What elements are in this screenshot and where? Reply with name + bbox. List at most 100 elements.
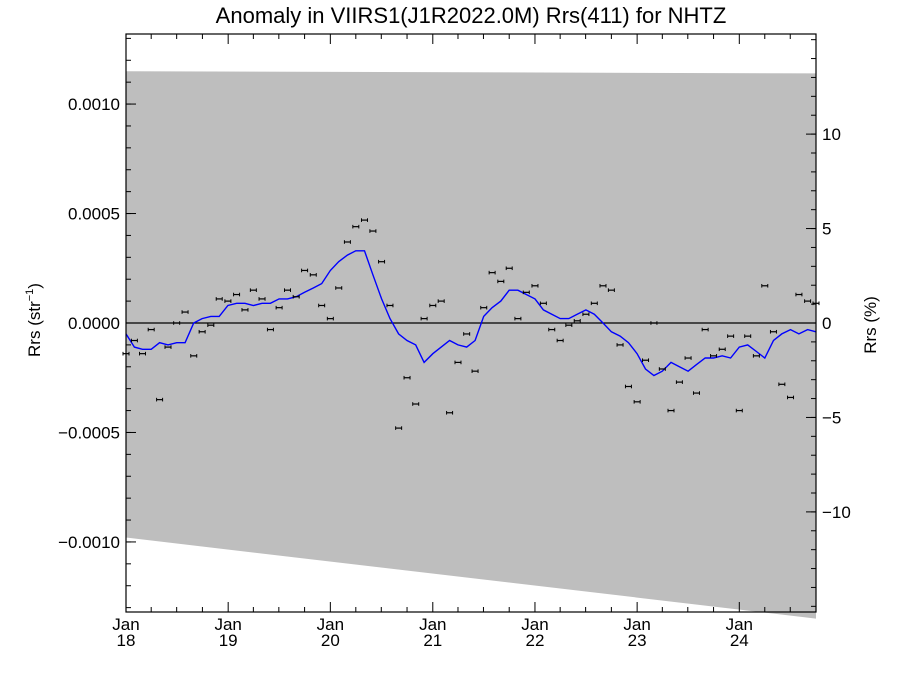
data-point: [616, 343, 624, 347]
y2-axis-label: Rrs (%): [861, 296, 880, 354]
data-point: [548, 327, 556, 332]
data-point: [675, 380, 683, 384]
data-point: [352, 224, 360, 229]
data-point: [147, 327, 155, 332]
axes-layer: 0.0010 0.0005 0.0000 −0.0005 −0.0010 10 5 0 −5 −1…: [58, 33, 851, 650]
data-point: [607, 288, 615, 292]
data-point: [556, 338, 564, 343]
x-tick-month-label: Jan: [214, 615, 241, 634]
data-point: [692, 391, 700, 395]
data-point: [582, 312, 590, 317]
data-point: [573, 319, 581, 323]
x-tick-year-label: 20: [321, 631, 340, 650]
data-point: [744, 334, 752, 338]
data-point: [667, 408, 675, 413]
data-point: [531, 283, 539, 288]
y2-tick-label: −5: [822, 408, 841, 427]
data-point: [769, 329, 777, 334]
y-axis-label-right-group: Rrs (%): [861, 296, 880, 354]
y-axis-label-close: ): [25, 283, 44, 289]
data-point: [335, 286, 343, 290]
x-tick-month-label: Jan: [419, 615, 446, 634]
chart-title-group: Anomaly in VIIRS1(J1R2022.0M) Rrs(411) f…: [216, 3, 727, 28]
data-point: [761, 283, 769, 288]
y-tick-label: 0.0010: [68, 95, 120, 114]
data-point: [360, 218, 368, 222]
data-point: [309, 273, 317, 277]
data-point: [710, 354, 718, 358]
data-point: [480, 305, 488, 310]
data-point: [437, 299, 445, 303]
data-point: [624, 384, 632, 389]
data-point: [804, 299, 812, 303]
uncertainty-band: [126, 71, 816, 619]
data-point: [275, 305, 283, 310]
data-point: [727, 334, 735, 338]
data-point: [505, 266, 513, 271]
data-point: [292, 294, 300, 299]
x-tick-month-label: Jan: [623, 615, 650, 634]
data-point: [266, 327, 274, 332]
x-tick-month-label: Jan: [317, 615, 344, 634]
y-tick-label: 0.0005: [68, 205, 120, 224]
x-tick-year-label: 18: [117, 631, 136, 650]
y-axis-label-main: Rrs (str: [25, 301, 44, 357]
y-axis-label: Rrs (str−1): [24, 283, 44, 357]
data-point: [446, 410, 454, 415]
uncertainty-band-layer: [126, 71, 816, 619]
data-point: [633, 400, 641, 404]
data-point: [395, 426, 403, 430]
data-point: [454, 360, 462, 365]
data-point: [497, 279, 505, 284]
y-axis-label-superscript: −1: [24, 289, 36, 302]
data-point: [752, 354, 760, 358]
data-point: [403, 375, 411, 380]
data-point: [241, 308, 249, 312]
y2-tick-label: 10: [822, 125, 841, 144]
data-point: [164, 345, 172, 349]
data-point: [565, 323, 573, 327]
data-point: [463, 332, 471, 336]
x-tick-year-label: 22: [526, 631, 545, 650]
data-point: [173, 321, 181, 325]
data-point: [190, 354, 198, 358]
data-point: [684, 356, 692, 360]
data-point: [412, 402, 420, 406]
data-point: [522, 290, 530, 295]
data-point: [590, 301, 598, 306]
data-point: [778, 382, 786, 387]
x-tick-year-label: 19: [219, 631, 238, 650]
data-point: [215, 297, 223, 301]
data-point: [642, 358, 650, 363]
x-tick-month-label: Jan: [112, 615, 139, 634]
data-point: [318, 303, 326, 308]
data-point: [181, 310, 189, 314]
data-point: [701, 327, 709, 332]
data-point: [514, 316, 522, 321]
data-point: [420, 316, 428, 321]
data-point: [198, 329, 206, 334]
data-point: [258, 297, 266, 301]
data-point: [156, 397, 164, 402]
data-point: [787, 395, 795, 400]
data-point: [429, 303, 437, 308]
data-point: [658, 367, 666, 371]
data-point: [539, 301, 547, 306]
data-point: [233, 292, 241, 297]
y2-tick-label: −10: [822, 503, 851, 522]
y-tick-label: −0.0010: [58, 533, 120, 552]
data-point: [378, 259, 386, 264]
y-axis-label-left: Rrs (str−1): [24, 283, 44, 357]
data-point: [326, 316, 334, 321]
data-point: [718, 347, 726, 352]
mean-line-layer: [125, 250, 817, 377]
data-point: [735, 408, 743, 413]
y-tick-label: −0.0005: [58, 423, 120, 442]
data-point: [301, 268, 309, 273]
x-tick-year-label: 21: [423, 631, 442, 650]
data-point: [599, 283, 607, 288]
y2-tick-label: 5: [822, 220, 831, 239]
data-point: [224, 299, 232, 303]
mean-anomaly-line: [125, 250, 817, 377]
